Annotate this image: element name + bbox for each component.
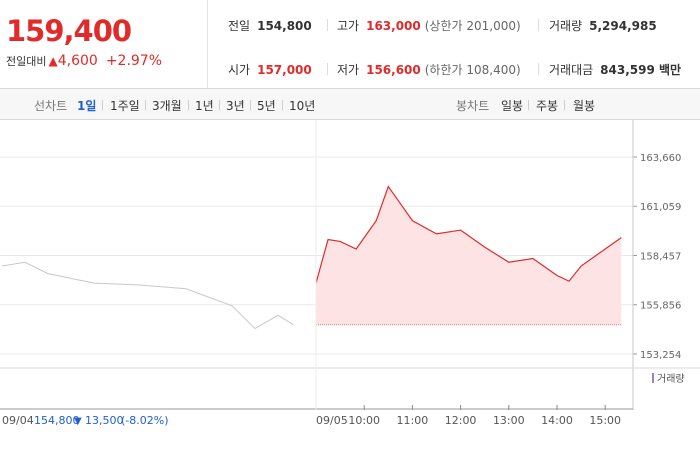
- prev-day-series-line: [1, 261, 294, 330]
- divider: [250, 100, 251, 110]
- tab-1d[interactable]: 1일: [77, 99, 97, 113]
- x-axis: 09/05 10:00 11:00 12:00 13:00 14:00 15:00: [315, 120, 621, 427]
- stat-volume: 거래량 5,294,985: [549, 17, 657, 34]
- prev-day-info: 09/04 154,800 ▼ 13,500 (-8.02%): [2, 414, 169, 427]
- stat-high: 고가 163,000 (상한가 201,000): [337, 17, 521, 34]
- y-tick-label: 153,254: [640, 350, 681, 361]
- down-arrow-icon: ▼: [74, 416, 82, 427]
- prev-day-close: 154,800: [34, 414, 80, 427]
- x-tick-label: 11:00: [397, 414, 429, 427]
- prev-day-change: 13,500: [85, 414, 124, 427]
- quote-header: 159,400 전일대비 ▲4,600 +2.97% 전일 154,800 고가 163…: [0, 0, 700, 89]
- divider: [102, 100, 103, 110]
- tab-daily[interactable]: 일봉: [501, 99, 524, 113]
- stat-sub: (하한가 108,400): [424, 63, 521, 77]
- tab-weekly[interactable]: 주봉: [536, 99, 559, 113]
- tab-monthly[interactable]: 월봉: [573, 99, 596, 113]
- stat-label: 저가: [337, 63, 360, 77]
- change-label: 전일대비: [6, 55, 47, 68]
- tab-10y[interactable]: 10년: [289, 99, 316, 113]
- stat-label: 시가: [228, 63, 251, 77]
- divider: [327, 63, 328, 75]
- change-percent: +2.97%: [105, 53, 163, 69]
- tab-1w[interactable]: 1주일: [110, 99, 140, 113]
- y-tick-label: 158,457: [640, 252, 681, 263]
- change-amount: 4,600: [57, 53, 98, 69]
- divider: [538, 19, 539, 31]
- divider: [188, 100, 189, 110]
- today-series-line: [315, 185, 622, 284]
- divider: [564, 100, 565, 110]
- divider: [219, 100, 220, 110]
- divider: [528, 100, 529, 110]
- stat-value: 154,800: [257, 19, 312, 33]
- y-tick-label: 163,660: [640, 153, 681, 164]
- stat-label: 전일: [228, 19, 251, 33]
- x-tick-label: 10:00: [348, 414, 380, 427]
- stat-low: 저가 156,600 (하한가 108,400): [337, 61, 521, 78]
- tab-3y[interactable]: 3년: [226, 99, 245, 113]
- stat-label: 거래량: [549, 19, 583, 33]
- line-chart-title: 선차트: [34, 99, 68, 113]
- x-tick-label: 09/05: [316, 414, 348, 427]
- divider: [145, 100, 146, 110]
- change-row: 전일대비 ▲4,600 +2.97%: [6, 53, 162, 69]
- x-tick-label: 12:00: [445, 414, 477, 427]
- y-axis: 163,660 161,059 158,457 155,856 153,254: [632, 120, 681, 410]
- y-tick-label: 161,059: [640, 202, 681, 213]
- tab-5y[interactable]: 5년: [257, 99, 276, 113]
- stat-open: 시가 157,000: [228, 61, 312, 78]
- tab-1y[interactable]: 1년: [195, 99, 214, 113]
- stat-sub: (상한가 201,000): [424, 19, 521, 33]
- current-price: 159,400: [6, 14, 132, 48]
- today-area-fill: [316, 186, 622, 325]
- stat-value: 843,599 백만: [600, 63, 682, 77]
- price-box: 159,400 전일대비 ▲4,600 +2.97%: [0, 0, 208, 88]
- stat-label: 거래대금: [549, 63, 594, 77]
- x-tick-label: 15:00: [589, 414, 621, 427]
- prev-day-date: 09/04: [2, 414, 34, 427]
- stat-value: 5,294,985: [589, 19, 657, 33]
- y-tick-label: 155,856: [640, 301, 681, 312]
- candle-chart-title: 봉차트: [456, 99, 490, 113]
- stat-prev-close: 전일 154,800: [228, 17, 312, 34]
- volume-legend-label: 거래량: [657, 373, 685, 385]
- divider: [282, 100, 283, 110]
- up-arrow-icon: ▲: [48, 54, 58, 68]
- chart-tab-bar: 선차트 1일 1주일 3개월 1년 3년 5년 10년 봉차트 일봉 주봉 월봉: [0, 89, 700, 120]
- stat-value: 163,000: [366, 19, 421, 33]
- stat-label: 고가: [337, 19, 360, 33]
- divider: [538, 63, 539, 75]
- divider: [327, 19, 328, 31]
- tab-3m[interactable]: 3개월: [152, 99, 182, 113]
- stat-value: 157,000: [257, 63, 312, 77]
- volume-legend-swatch: [652, 373, 654, 383]
- x-tick-label: 14:00: [541, 414, 573, 427]
- x-tick-label: 13:00: [493, 414, 525, 427]
- stat-amount: 거래대금 843,599 백만: [549, 61, 681, 78]
- prev-day-change-pct: (-8.02%): [121, 414, 169, 427]
- stat-value: 156,600: [366, 63, 421, 77]
- volume-panel: 거래량: [0, 367, 700, 410]
